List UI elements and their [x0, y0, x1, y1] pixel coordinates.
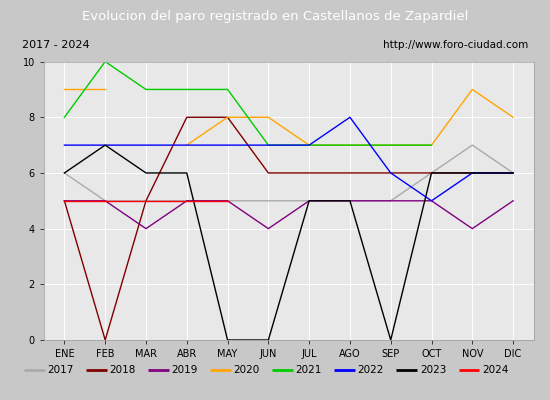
Text: 2022: 2022	[358, 365, 384, 375]
Text: 2017 - 2024: 2017 - 2024	[21, 40, 89, 50]
Text: 2019: 2019	[172, 365, 198, 375]
Text: 2018: 2018	[109, 365, 136, 375]
Text: Evolucion del paro registrado en Castellanos de Zapardiel: Evolucion del paro registrado en Castell…	[82, 10, 468, 23]
Text: http://www.foro-ciudad.com: http://www.foro-ciudad.com	[383, 40, 529, 50]
Text: 2021: 2021	[296, 365, 322, 375]
Text: 2017: 2017	[47, 365, 74, 375]
Text: 2024: 2024	[482, 365, 508, 375]
Text: 2023: 2023	[420, 365, 446, 375]
Text: 2020: 2020	[234, 365, 260, 375]
